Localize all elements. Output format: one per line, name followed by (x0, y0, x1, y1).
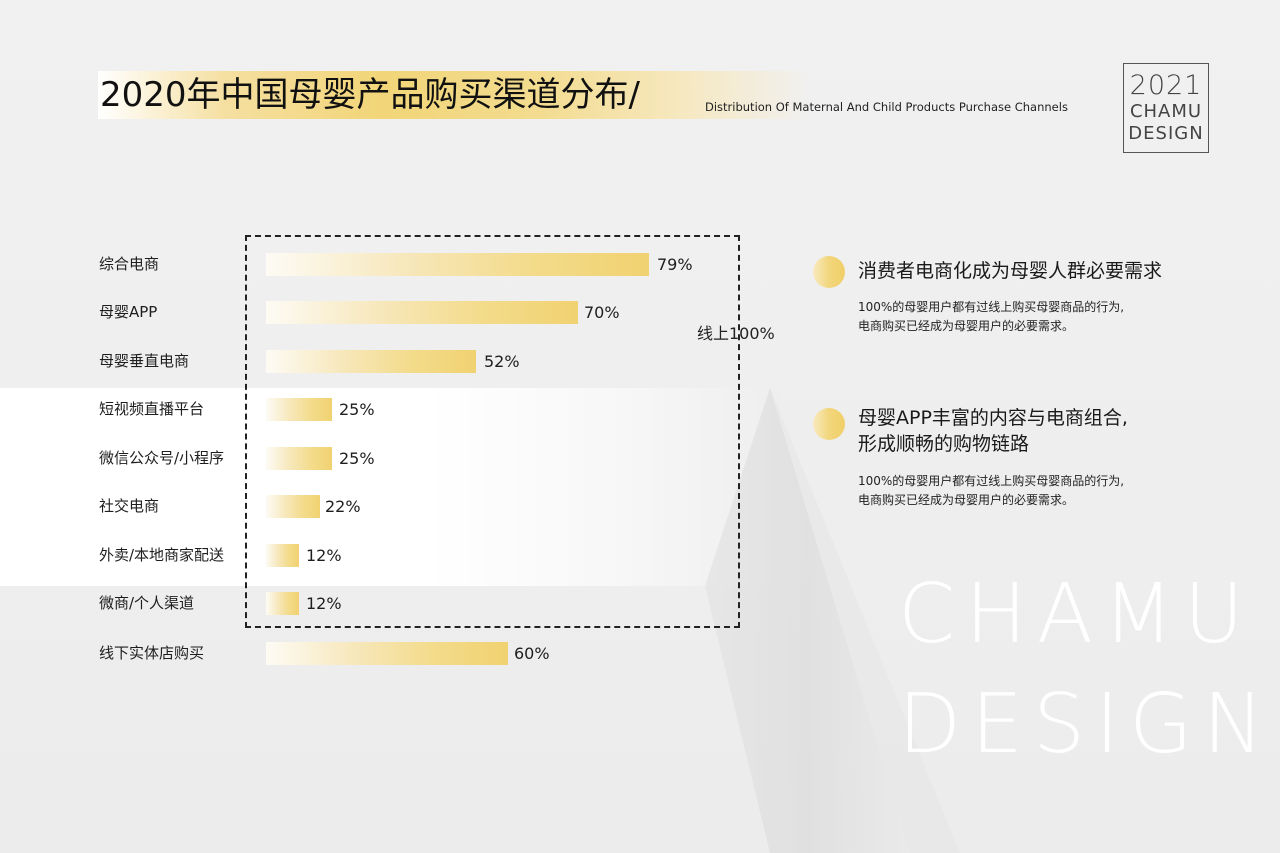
page-subtitle: Distribution Of Maternal And Child Produ… (705, 100, 1068, 114)
chart-row: 短视频直播平台 25% (0, 397, 780, 421)
logo-badge: 2021 CHAMU DESIGN (1123, 63, 1209, 153)
chart-row: 社交电商 22% (0, 494, 780, 518)
online-group-label: 线上100% (697, 324, 775, 343)
bar-value: 12% (306, 594, 342, 613)
page-title: 2020年中国母婴产品购买渠道分布/ (100, 75, 640, 115)
chart-row: 母婴垂直电商 52% (0, 349, 780, 373)
bar-value: 25% (339, 449, 375, 468)
insight-body-line: 电商购买已经成为母婴用户的必要需求。 (858, 493, 1075, 507)
insight-body-line: 100%的母婴用户都有过线上购买母婴商品的行为, (858, 474, 1125, 488)
bar (266, 447, 332, 470)
title-highlight-band (98, 71, 810, 119)
bar (266, 301, 578, 324)
insight-body-line: 100%的母婴用户都有过线上购买母婴商品的行为, (858, 300, 1125, 314)
bar-label: 微商/个人渠道 (99, 594, 195, 612)
logo-line-1: CHAMU (1129, 101, 1203, 122)
chart-row: 线下实体店购买 60% (0, 641, 780, 665)
bar-value: 25% (339, 400, 375, 419)
bar-label: 母婴垂直电商 (99, 352, 190, 370)
bar-value: 12% (306, 546, 342, 565)
insight-body-line: 电商购买已经成为母婴用户的必要需求。 (858, 319, 1075, 333)
bar-label: 综合电商 (99, 255, 160, 273)
background-light-band (0, 388, 780, 586)
watermark-line-1: CHAMU (898, 567, 1254, 662)
bar (266, 350, 476, 373)
bar-value: 70% (584, 303, 620, 322)
bar-label: 短视频直播平台 (99, 400, 205, 418)
bar-label: 外卖/本地商家配送 (99, 546, 225, 564)
watermark-line-2: DESIGN (898, 677, 1275, 772)
bar-value: 52% (484, 352, 520, 371)
chart-row: 微商/个人渠道 12% (0, 591, 780, 615)
bar-value: 79% (657, 255, 693, 274)
chart-row: 外卖/本地商家配送 12% (0, 543, 780, 567)
bar (266, 642, 508, 665)
insight-title: 消费者电商化成为母婴人群必要需求 (858, 260, 1163, 282)
chart-row: 微信公众号/小程序 25% (0, 446, 780, 470)
chart-row: 母婴APP 70% (0, 300, 780, 324)
bar-value: 22% (325, 497, 361, 516)
bar (266, 495, 320, 518)
chart-row: 综合电商 79% (0, 252, 780, 276)
bar (266, 398, 332, 421)
bar-label: 线下实体店购买 (99, 644, 205, 662)
bar-label: 微信公众号/小程序 (99, 449, 225, 467)
bullet-circle-icon (813, 408, 845, 440)
bullet-circle-icon (813, 256, 845, 288)
bar (266, 592, 299, 615)
logo-line-2: DESIGN (1128, 123, 1204, 144)
bar-label: 母婴APP (99, 303, 158, 321)
bar (266, 253, 649, 276)
insight-title: 形成顺畅的购物链路 (858, 433, 1030, 455)
bar-label: 社交电商 (99, 497, 160, 515)
insight-title: 母婴APP丰富的内容与电商组合, (858, 407, 1128, 429)
logo-year: 2021 (1129, 70, 1203, 101)
online-group-dashed-box (245, 235, 740, 628)
bar (266, 544, 299, 567)
bar-value: 60% (514, 644, 550, 663)
